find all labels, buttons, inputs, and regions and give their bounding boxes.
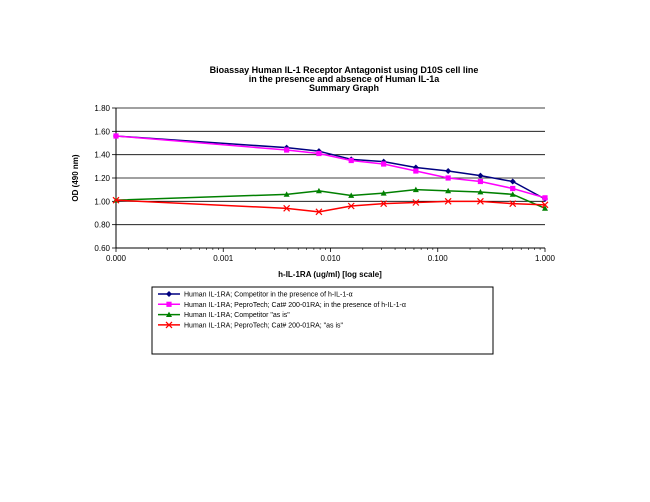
data-point (113, 133, 119, 139)
x-axis-label: h-IL-1RA (ug/ml) [log scale] (278, 270, 382, 279)
x-tick-label: 0.010 (320, 254, 341, 263)
data-point (541, 201, 549, 209)
marker-x-stroke (315, 208, 323, 216)
data-point (284, 147, 290, 153)
series-3 (113, 186, 548, 211)
legend-label: Human IL-1RA; Competitor "as is" (184, 312, 290, 319)
legend-item-2: Human IL-1RA; PeproTech; Cat# 200-01RA; … (158, 301, 406, 309)
legend-item-3: Human IL-1RA; Competitor "as is" (158, 311, 290, 319)
legend-marker (166, 311, 172, 317)
marker-x-stroke (444, 197, 452, 205)
data-point (542, 205, 548, 211)
y-axis-label: OD (490 nm) (71, 154, 80, 201)
chart-title-line-3: Summary Graph (309, 83, 379, 93)
data-point (509, 191, 516, 197)
y-tick-label: 1.00 (94, 197, 110, 206)
marker-x-stroke (112, 196, 120, 204)
data-point (381, 161, 387, 167)
x-tick-label: 0.000 (106, 254, 127, 263)
data-point (347, 202, 355, 210)
data-point (445, 168, 452, 174)
data-point (445, 175, 451, 181)
data-point (316, 150, 322, 157)
marker-x-stroke (509, 200, 517, 208)
y-axis-ticks: 0.60 0.80 1.00 1.20 1.40 1.60 1.80 (94, 104, 116, 253)
data-point (348, 192, 355, 198)
legend-marker (166, 291, 172, 297)
y-tick-label: 1.60 (94, 127, 110, 136)
chart-title-line-1: Bioassay Human IL-1 Receptor Antagonist … (210, 65, 479, 75)
legend-item-1: Human IL-1RA; Competitor in the presence… (158, 291, 353, 299)
series-line (115, 199, 546, 213)
y-tick-label: 0.60 (94, 244, 110, 253)
data-point (445, 187, 452, 194)
legend-marker (165, 321, 173, 329)
x-tick-label: 0.100 (428, 254, 449, 263)
series-line (115, 188, 546, 210)
data-point (412, 199, 420, 206)
legend: Human IL-1RA; Competitor in the presence… (158, 291, 406, 329)
data-point (315, 208, 323, 216)
marker-x-stroke (412, 199, 420, 206)
series-line (115, 135, 546, 199)
marker-x-stroke (347, 202, 355, 210)
data-point (412, 186, 419, 193)
x-tick-label: 1.000 (535, 254, 556, 263)
data-point (510, 185, 516, 192)
data-point (283, 204, 291, 212)
chart-title: Bioassay Human IL-1 Receptor Antagonist … (210, 65, 479, 93)
series-group (112, 133, 549, 216)
marker-x-stroke (380, 200, 388, 208)
data-point (509, 200, 517, 208)
legend-label: Human IL-1RA; PeproTech; Cat# 200-01RA; … (184, 302, 406, 309)
legend-item-4: Human IL-1RA; PeproTech; Cat# 200-01RA; … (158, 321, 344, 329)
legend-marker (166, 301, 172, 307)
data-point (477, 178, 484, 185)
data-point (542, 195, 548, 201)
y-tick-label: 0.80 (94, 221, 110, 230)
legend-box (151, 286, 494, 355)
y-tick-label: 1.20 (94, 174, 110, 183)
data-point (477, 172, 484, 179)
data-point (444, 197, 452, 205)
legend-label: Human IL-1RA; Competitor in the presence… (184, 292, 353, 299)
data-point (380, 190, 387, 196)
y-tick-label: 1.40 (94, 151, 110, 160)
data-point (112, 196, 120, 204)
legend-label: Human IL-1RA; PeproTech; Cat# 200-01RA; … (184, 322, 344, 329)
x-tick-label: 0.001 (213, 254, 234, 263)
data-point (509, 178, 516, 185)
series-4 (112, 196, 549, 216)
data-point (348, 157, 354, 164)
data-point (380, 200, 388, 208)
data-point (477, 197, 484, 205)
data-point (283, 191, 290, 197)
x-axis-ticks: 0.000 0.001 0.010 0.100 1.000 (106, 248, 556, 263)
marker-x-stroke (541, 201, 549, 209)
marker-x-stroke (165, 321, 173, 329)
marker-x-stroke (283, 204, 291, 212)
marker-x-stroke (477, 197, 484, 205)
chart-title-line-2: in the presence and absence of Human IL-… (249, 74, 441, 84)
y-tick-label: 1.80 (94, 104, 110, 113)
data-point (315, 187, 322, 194)
data-point (477, 189, 484, 195)
series-line (115, 135, 546, 200)
data-point (413, 168, 419, 174)
series-2 (113, 133, 548, 201)
